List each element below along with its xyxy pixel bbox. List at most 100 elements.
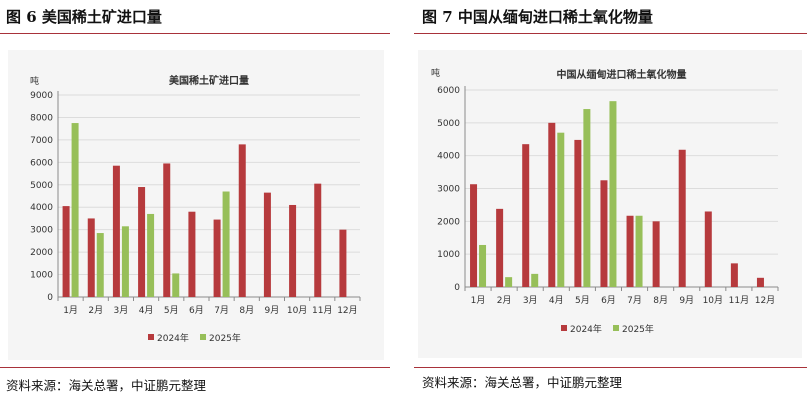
x-tick-label: 9月 <box>265 305 280 316</box>
bar-2025年 <box>583 109 591 287</box>
figure-title: 图 6 美国稀土矿进口量 <box>6 8 162 26</box>
bar-2024年 <box>730 263 738 287</box>
x-tick-label: 3月 <box>523 295 538 306</box>
x-tick-label: 4月 <box>549 295 564 306</box>
legend-label: 2024年 <box>570 323 602 335</box>
legend-swatch <box>613 325 619 331</box>
legend-label: 2025年 <box>622 323 654 335</box>
bar-2024年 <box>496 208 504 287</box>
legend-swatch <box>561 325 567 331</box>
bar-2025年 <box>71 123 79 297</box>
bar-2025年 <box>222 191 230 297</box>
x-tick-label: 10月 <box>287 305 307 316</box>
x-tick-label: 3月 <box>114 305 129 316</box>
bar-2024年 <box>238 144 246 297</box>
bar-2025年 <box>505 277 513 287</box>
bar-2025年 <box>172 273 180 297</box>
bar-2025年 <box>121 226 129 297</box>
bar-2024年 <box>314 183 322 297</box>
legend-label: 2024年 <box>157 332 189 344</box>
y-tick-label: 0 <box>47 293 53 303</box>
bar-2024年 <box>289 204 297 297</box>
bar-2024年 <box>339 229 347 297</box>
bar-2025年 <box>147 213 155 297</box>
x-tick-label: 5月 <box>164 305 179 316</box>
y-tick-label: 6000 <box>30 158 53 168</box>
bar-2024年 <box>548 122 556 287</box>
y-tick-label: 5000 <box>30 181 53 191</box>
y-tick-label: 7000 <box>30 136 53 146</box>
y-tick-label: 0 <box>454 283 460 293</box>
x-tick-label: 7月 <box>214 305 229 316</box>
x-tick-label: 6月 <box>189 305 204 316</box>
x-tick-label: 12月 <box>337 305 357 316</box>
x-tick-label: 2月 <box>497 295 512 306</box>
y-tick-label: 1000 <box>30 271 53 281</box>
bar-2024年 <box>574 139 582 287</box>
y-tick-label: 3000 <box>30 226 53 236</box>
x-tick-label: 11月 <box>729 295 749 306</box>
y-tick-label: 8000 <box>30 113 53 123</box>
x-tick-label: 7月 <box>627 295 642 306</box>
y-axis-unit-label: 吨 <box>30 75 39 87</box>
title-divider <box>0 33 390 34</box>
y-tick-label: 3000 <box>437 185 460 195</box>
title-divider <box>414 33 807 34</box>
bar-2024年 <box>522 144 530 287</box>
y-tick-label: 2000 <box>30 248 53 258</box>
bar-2024年 <box>704 211 712 287</box>
bar-2024年 <box>652 221 660 287</box>
source-note: 资料来源：海关总署，中证鹏元整理 <box>6 378 207 393</box>
x-tick-label: 12月 <box>755 295 775 306</box>
chart-area: 美国稀土矿进口量 吨 0 1000 2000 3000 4000 5000 6000 7000 80… <box>8 50 384 360</box>
bar-2024年 <box>138 187 146 297</box>
x-tick-label: 8月 <box>653 295 668 306</box>
bar-2024年 <box>756 277 764 287</box>
chart-area: 中国从缅甸进口稀土氧化物量 吨 0 1000 2000 3000 4000 5000 6000 1… <box>418 50 802 358</box>
bar-2025年 <box>609 101 617 287</box>
bar-2025年 <box>557 132 565 287</box>
x-tick-label: 10月 <box>703 295 723 306</box>
source-divider <box>414 367 807 368</box>
x-tick-label: 1月 <box>63 305 78 316</box>
bar-2025年 <box>635 215 643 287</box>
x-tick-label: 11月 <box>312 305 332 316</box>
chart-title: 美国稀土矿进口量 <box>169 74 249 87</box>
x-tick-label: 5月 <box>575 295 590 306</box>
left-figure-panel: 图 6 美国稀土矿进口量 美国稀土矿进口量 吨 0 1000 2000 3000 4000 5… <box>0 0 390 400</box>
legend-swatch <box>148 334 154 340</box>
bar-2024年 <box>600 180 608 287</box>
y-tick-label: 2000 <box>437 217 460 227</box>
y-tick-label: 6000 <box>437 86 460 96</box>
y-tick-label: 1000 <box>437 250 460 260</box>
myanmar-rare-earth-oxide-import-chart: 中国从缅甸进口稀土氧化物量 吨 0 1000 2000 3000 4000 5000 6000 1… <box>431 67 779 335</box>
bar-2025年 <box>479 244 487 287</box>
bar-2024年 <box>87 218 95 297</box>
x-tick-label: 8月 <box>239 305 254 316</box>
y-tick-label: 4000 <box>30 203 53 213</box>
bar-2025年 <box>531 273 539 287</box>
bar-2024年 <box>213 219 221 297</box>
bar-2025年 <box>96 233 104 297</box>
y-tick-label: 4000 <box>437 152 460 162</box>
x-tick-label: 1月 <box>471 295 486 306</box>
figure-title: 图 7 中国从缅甸进口稀土氧化物量 <box>422 8 653 26</box>
bar-2024年 <box>470 184 478 287</box>
x-tick-label: 2月 <box>88 305 103 316</box>
bar-2024年 <box>626 215 634 287</box>
bar-2024年 <box>188 211 196 297</box>
bar-2024年 <box>263 192 271 297</box>
legend-swatch <box>200 334 206 340</box>
y-axis-unit-label: 吨 <box>431 67 440 79</box>
x-tick-label: 4月 <box>139 305 154 316</box>
us-rare-earth-import-chart: 美国稀土矿进口量 吨 0 1000 2000 3000 4000 5000 6000 7000 80… <box>30 74 361 344</box>
y-tick-label: 9000 <box>30 91 53 101</box>
x-tick-label: 6月 <box>601 295 616 306</box>
bar-2024年 <box>678 149 686 287</box>
bar-2024年 <box>62 206 70 297</box>
y-tick-label: 5000 <box>437 119 460 129</box>
source-divider <box>0 367 390 368</box>
right-figure-panel: 图 7 中国从缅甸进口稀土氧化物量 中国从缅甸进口稀土氧化物量 吨 0 1000 200… <box>414 0 807 400</box>
source-note: 资料来源：海关总署，中证鹏元整理 <box>422 375 623 390</box>
legend-label: 2025年 <box>209 332 241 344</box>
